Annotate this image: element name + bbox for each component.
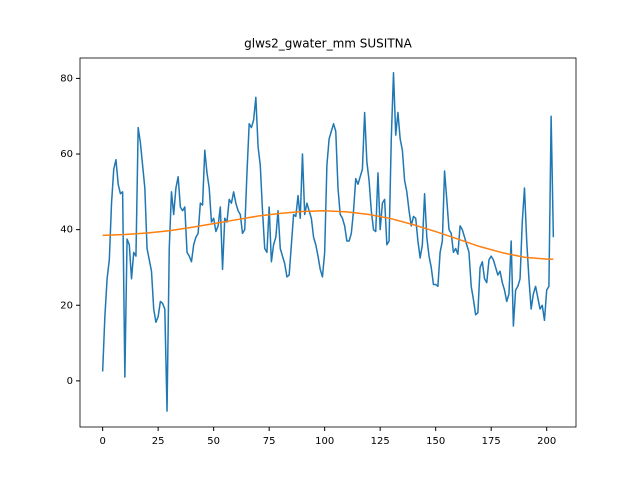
x-tick-label: 200 xyxy=(537,436,556,447)
x-tick-label: 50 xyxy=(207,436,220,447)
x-tick-label: 75 xyxy=(263,436,276,447)
data-line xyxy=(102,209,554,260)
x-tick-label: 125 xyxy=(371,436,390,447)
y-tick-label: 40 xyxy=(60,225,73,236)
x-tick-label: 25 xyxy=(152,436,165,447)
data-line xyxy=(101,71,555,412)
chart-title: glws2_gwater_mm SUSITNA xyxy=(244,37,413,51)
y-tick-label: 60 xyxy=(60,149,73,160)
y-tick-label: 20 xyxy=(60,300,73,311)
y-tick-label: 80 xyxy=(60,73,73,84)
x-tick-label: 175 xyxy=(482,436,501,447)
x-tick-label: 0 xyxy=(99,436,105,447)
plot-frame xyxy=(79,57,577,428)
x-tick-label: 150 xyxy=(426,436,445,447)
y-tick-label: 0 xyxy=(67,376,73,387)
x-tick-label: 100 xyxy=(315,436,334,447)
